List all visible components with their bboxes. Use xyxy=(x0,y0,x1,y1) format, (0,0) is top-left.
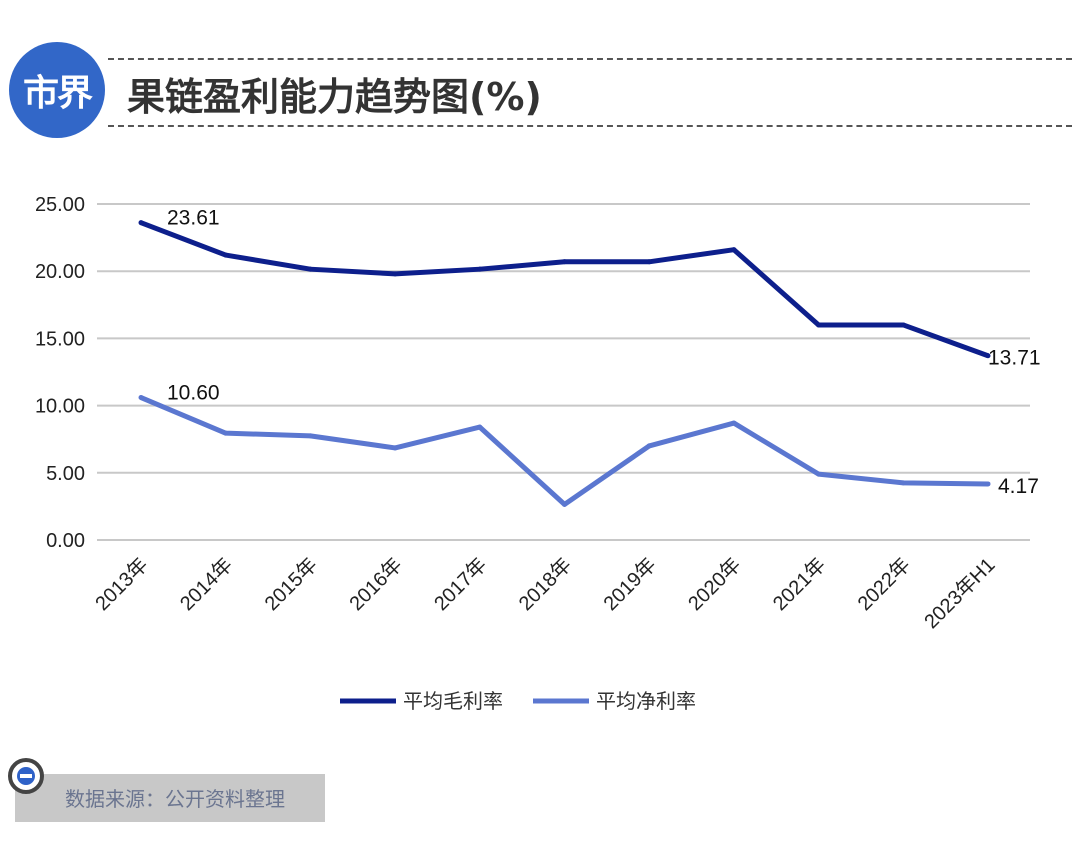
x-tick-label: 2020年 xyxy=(684,553,746,615)
data-point xyxy=(562,501,567,507)
divider-bottom xyxy=(108,125,1072,127)
data-point xyxy=(900,480,906,486)
data-point xyxy=(731,420,737,426)
data-point xyxy=(223,252,229,258)
data-label: 23.61 xyxy=(167,207,220,230)
source-icon xyxy=(8,758,44,794)
series-line-1 xyxy=(140,220,989,359)
y-tick-label: 15.00 xyxy=(35,328,85,350)
data-point xyxy=(392,271,398,277)
x-tick-label: 2013年 xyxy=(91,553,153,615)
line-chart: 0.00 5.00 10.00 15.00 20.00 25.00 2013年 2014年 20… xyxy=(35,194,1041,713)
logo: 市界 xyxy=(9,42,105,138)
data-point xyxy=(816,322,822,328)
data-point xyxy=(562,259,567,265)
data-point xyxy=(646,259,652,265)
data-point xyxy=(477,266,483,272)
x-tick-label: 2018年 xyxy=(514,553,576,615)
data-point xyxy=(731,247,737,253)
x-tick-label: 2021年 xyxy=(768,553,830,615)
legend-label: 平均毛利率 xyxy=(403,690,503,713)
divider-top xyxy=(108,58,1072,60)
legend-label: 平均净利率 xyxy=(596,690,696,713)
data-point xyxy=(138,395,144,401)
series-line-2 xyxy=(140,395,989,507)
data-label: 4.17 xyxy=(998,475,1039,498)
x-tick-label: 2019年 xyxy=(599,553,661,615)
y-tick-label: 10.00 xyxy=(35,396,85,418)
x-tick-label: 2015年 xyxy=(260,553,322,615)
data-point xyxy=(307,266,313,272)
data-point xyxy=(900,322,906,328)
data-point xyxy=(816,471,822,477)
data-point xyxy=(307,433,313,439)
data-point xyxy=(223,430,229,436)
data-point xyxy=(138,220,144,226)
y-tick-label: 0.00 xyxy=(46,530,85,552)
y-tick-label: 25.00 xyxy=(35,194,85,216)
data-label: 13.71 xyxy=(988,347,1041,370)
data-point xyxy=(985,353,991,359)
x-tick-label: 2016年 xyxy=(345,553,407,615)
x-tick-label: 2023年H1 xyxy=(920,553,1000,633)
y-tick-label: 20.00 xyxy=(35,261,85,283)
x-tick-label: 2017年 xyxy=(429,553,491,615)
data-point xyxy=(477,424,483,430)
x-tick-label: 2014年 xyxy=(175,553,237,615)
data-point xyxy=(392,445,398,451)
data-point xyxy=(646,443,652,449)
data-point xyxy=(985,481,991,487)
data-label: 10.60 xyxy=(167,382,220,405)
source-note: 数据来源：公开资料整理 xyxy=(15,774,325,822)
chart-title: 果链盈利能力趋势图(%) xyxy=(127,75,542,119)
x-tick-label: 2022年 xyxy=(853,553,915,615)
y-tick-label: 5.00 xyxy=(46,463,85,485)
